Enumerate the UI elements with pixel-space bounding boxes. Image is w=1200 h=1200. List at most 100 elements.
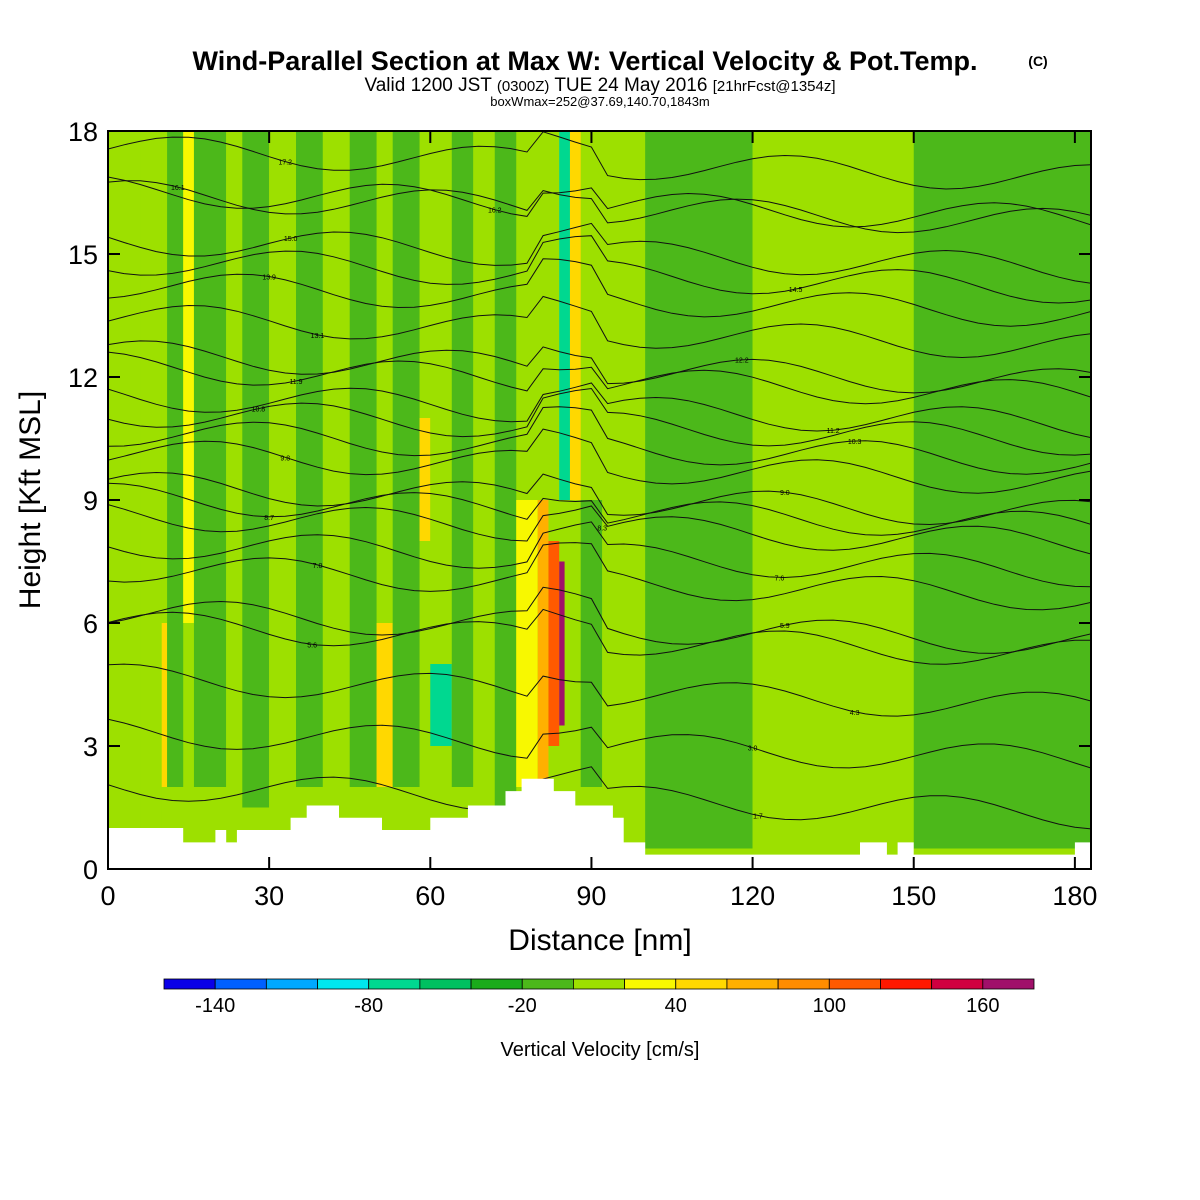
velocity-cell <box>296 131 323 787</box>
isentrope-label: 11.2 <box>827 428 840 435</box>
velocity-cell <box>226 131 243 828</box>
chart-title: Wind-Parallel Section at Max W: Vertical… <box>193 46 978 76</box>
plot-area: 17.2 16.1 16.2 15.0 14.5 13.9 13.1 12.2 11.9 11.2… <box>108 131 1091 869</box>
axis-ticks: 0 30 60 90 120 150 180 0 3 6 9 12 15 18 <box>68 117 1097 911</box>
velocity-cell <box>473 131 495 787</box>
isentrope-line <box>108 521 1091 588</box>
isentrope-line <box>108 340 1091 394</box>
colorbar-swatch <box>624 978 677 990</box>
colorbar-tick-label: 100 <box>813 995 846 1017</box>
isentrope-label: 7.0 <box>313 563 323 570</box>
title-mark: (C) <box>1028 53 1047 69</box>
colorbar-swatch <box>726 978 779 990</box>
isentrope-label: 10.3 <box>848 439 862 446</box>
isentrope-label: 15.0 <box>284 236 298 243</box>
y-tick-label: 15 <box>68 240 98 270</box>
isentrope-label: 13.9 <box>262 275 276 282</box>
valid-zulu: (0300Z) <box>497 78 550 95</box>
colorbar-swatch <box>265 978 318 990</box>
colorbar-swatch <box>317 978 370 990</box>
isentrope-line <box>108 387 1091 456</box>
isentrope-label: 5.9 <box>780 623 790 630</box>
colorbar-swatch <box>931 978 984 990</box>
terrain-mask <box>108 778 1091 869</box>
isentrope-line <box>108 608 1091 665</box>
isentrope-label: 3.0 <box>748 746 758 753</box>
isentrope-line <box>108 586 1091 654</box>
y-axis-label: Height [Kft MSL] <box>14 391 47 609</box>
velocity-cell <box>376 623 393 787</box>
colorbar-swatch <box>675 978 728 990</box>
velocity-cell <box>569 131 581 500</box>
colorbar-tick-label: 40 <box>665 995 687 1017</box>
x-axis-label: Distance [nm] <box>508 924 691 957</box>
velocity-cell <box>430 131 452 787</box>
velocity-cell <box>242 131 270 808</box>
x-tick-label: 90 <box>576 881 606 911</box>
isentrope-lines: 17.2 16.1 16.2 15.0 14.5 13.9 13.1 12.2 11.9 11.2… <box>108 131 1091 830</box>
x-tick-label: 120 <box>730 881 775 911</box>
velocity-field <box>108 131 1091 869</box>
colorbar-tick-label: -80 <box>354 995 383 1017</box>
isentrope-line <box>108 131 1091 190</box>
isentrope-line <box>108 382 1091 439</box>
velocity-cell <box>161 623 168 787</box>
isentrope-line <box>108 428 1091 494</box>
y-tick-label: 0 <box>83 855 98 885</box>
y-tick-label: 6 <box>83 609 98 639</box>
y-tick-label: 18 <box>68 117 98 147</box>
colorbar: -140 -80 -20 40 100 160 <box>163 978 1035 1017</box>
x-tick-label: 180 <box>1052 881 1097 911</box>
valid-date: TUE 24 May 2016 <box>554 75 707 96</box>
valid-fcst: [21hrFcst@1354z] <box>713 78 836 95</box>
isentrope-label: 8.3 <box>597 526 607 533</box>
y-tick-label: 3 <box>83 732 98 762</box>
isentrope-line <box>108 504 1091 555</box>
velocity-cell <box>580 500 603 787</box>
isentrope-line <box>108 482 1091 536</box>
isentrope-line <box>108 295 1091 359</box>
velocity-cell <box>140 131 162 828</box>
colorbar-swatch <box>368 978 421 990</box>
isentrope-label: 10.8 <box>252 407 266 414</box>
velocity-cell <box>108 131 141 828</box>
isentrope-line <box>108 235 1091 304</box>
colorbar-tick-label: 160 <box>966 995 999 1017</box>
x-tick-label: 0 <box>100 881 115 911</box>
boxmax-line: boxWmax=252@37.69,140.70,1843m <box>490 94 710 109</box>
x-tick-label: 30 <box>254 881 284 911</box>
valid-prefix: Valid 1200 JST <box>364 75 492 96</box>
isentrope-line <box>108 406 1091 475</box>
isentrope-line <box>108 663 1091 717</box>
isentrope-line <box>108 542 1091 611</box>
colorbar-tick-label: -20 <box>508 995 537 1017</box>
valid-line: Valid 1200 JST (0300Z) TUE 24 May 2016 [… <box>364 75 835 96</box>
velocity-cell <box>183 131 194 623</box>
colorbar-swatch <box>880 978 933 990</box>
isentrope-line <box>108 351 1091 405</box>
colorbar-label: Vertical Velocity [cm/s] <box>501 1039 700 1061</box>
colorbar-swatch <box>419 978 472 990</box>
velocity-cell <box>752 131 914 849</box>
isentrope-label: 1.7 <box>753 814 763 821</box>
velocity-cell <box>559 561 565 726</box>
isentrope-label: 5.6 <box>307 642 317 649</box>
isentrope-line <box>108 176 1091 228</box>
velocity-cell <box>269 131 297 808</box>
velocity-cell <box>494 131 517 808</box>
colorbar-swatch <box>573 978 625 990</box>
velocity-cell <box>167 131 184 787</box>
colorbar-swatch <box>828 978 881 990</box>
isentrope-label: 11.9 <box>289 379 302 386</box>
isentrope-label: 9.8 <box>280 455 290 462</box>
isentrope-line <box>108 258 1091 327</box>
y-tick-label: 12 <box>68 363 98 393</box>
colorbar-swatch <box>214 978 267 990</box>
colorbar-swatch <box>521 978 574 990</box>
isentrope-label: 13.1 <box>311 333 325 340</box>
velocity-cell <box>430 664 452 746</box>
isentrope-line <box>108 471 1091 526</box>
isentrope-label: 7.6 <box>775 575 785 582</box>
velocity-cell <box>537 500 549 787</box>
